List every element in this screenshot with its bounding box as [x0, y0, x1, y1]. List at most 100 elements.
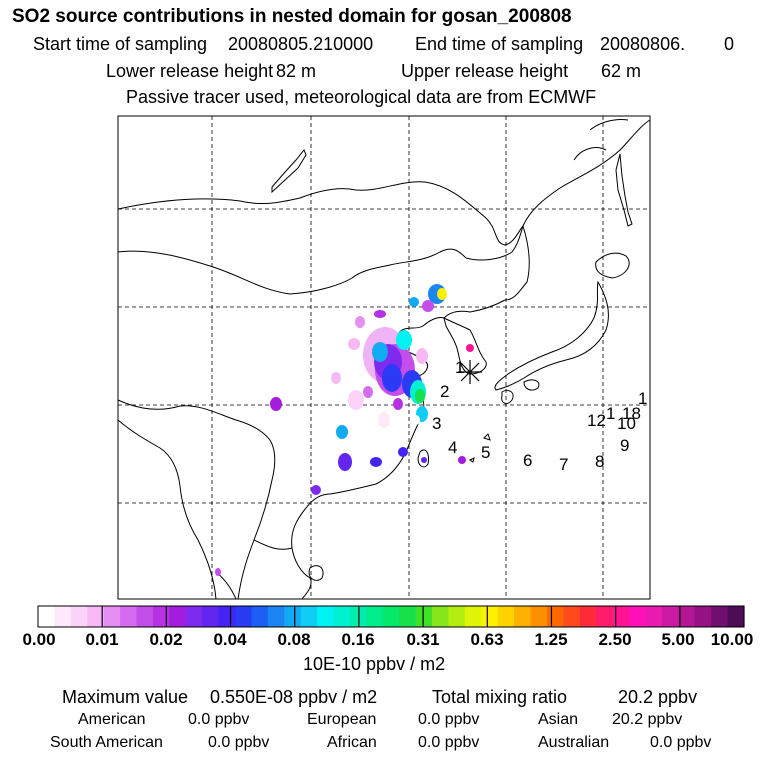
traj-label-3: 3 [432, 414, 441, 433]
region-african-value: 0.0 ppbv [418, 734, 480, 751]
color-swatch [284, 606, 302, 627]
region-african-label: African [327, 734, 377, 751]
plume-cell [412, 415, 420, 425]
scale-tick-3: 0.04 [213, 630, 247, 649]
plume-cell [374, 310, 386, 318]
plume-cell [372, 342, 388, 362]
color-swatch [333, 606, 351, 627]
traj-label-7: 7 [559, 455, 568, 474]
color-swatch [448, 606, 466, 627]
total-mixing-label: Total mixing ratio [432, 687, 568, 707]
plume-cell [348, 390, 364, 410]
receptor-asterisk-icon [458, 360, 482, 384]
color-swatch [399, 606, 417, 627]
color-swatch [70, 606, 88, 627]
plume-cell [355, 316, 365, 328]
traj-label-18: 18 [622, 404, 641, 423]
max-value-label: Maximum value [62, 687, 189, 707]
region-south-american-label: South American [50, 734, 163, 751]
color-swatch [38, 606, 56, 627]
color-swatch [169, 606, 187, 627]
region-american-value: 0.0 ppbv [188, 711, 250, 728]
plume-cell [396, 330, 412, 350]
color-swatch [382, 606, 400, 627]
plume-cell [409, 297, 419, 307]
traj-label-1: 1 [455, 358, 464, 377]
plume-cell [458, 456, 466, 464]
info-line: Passive tracer used, meteorological data… [126, 87, 597, 107]
start-time-label: Start time of sampling [33, 34, 208, 54]
color-swatch [415, 606, 433, 627]
plume-cell [348, 338, 360, 350]
scale-tick-0: 0.00 [22, 630, 56, 649]
color-scale-frame [37, 605, 745, 628]
plume-cell [215, 568, 221, 576]
traj-label-5: 5 [481, 443, 490, 462]
color-swatch [645, 606, 663, 627]
traj-label-4: 4 [448, 438, 457, 457]
color-swatch [152, 606, 170, 627]
total-mixing-value: 20.2 ppbv [618, 687, 698, 707]
region-asian-label: Asian [538, 711, 579, 728]
trajectory-labels: 1 2 3 4 5 6 7 8 9 10 12 18 1 1 [432, 358, 647, 474]
color-swatch [464, 606, 482, 627]
plume-cell [331, 372, 341, 384]
region-south-american-value: 0.0 ppbv [208, 734, 270, 751]
plume-cell [422, 300, 434, 312]
color-swatch [563, 606, 581, 627]
color-swatch [185, 606, 203, 627]
color-swatch [251, 606, 269, 627]
color-swatch [481, 606, 499, 627]
region-american-label: American [78, 711, 146, 728]
color-swatch [678, 606, 696, 627]
traj-label-9: 9 [620, 436, 629, 455]
plume-cell [416, 348, 428, 364]
plume-cell [363, 386, 373, 398]
end-time-suffix: 0 [724, 34, 735, 54]
traj-label-1b: 1 [638, 389, 647, 408]
scale-tick-8: 1.25 [534, 630, 568, 649]
region-european-value: 0.0 ppbv [418, 711, 480, 728]
color-swatch [202, 606, 220, 627]
traj-label-1c: 1 [606, 404, 615, 423]
plume-cell [421, 457, 427, 463]
color-swatch [317, 606, 335, 627]
lower-height-value: 82 m [276, 61, 317, 81]
plume-cell [338, 453, 352, 471]
color-swatch [629, 606, 647, 627]
color-swatch [497, 606, 515, 627]
upper-height-label: Upper release height [401, 61, 569, 81]
coastlines [117, 119, 651, 600]
color-swatch [579, 606, 597, 627]
end-time-value: 20080806. [600, 34, 686, 54]
traj-label-12: 12 [587, 411, 606, 430]
traj-label-2: 2 [440, 382, 449, 401]
lower-height-label: Lower release height [106, 61, 274, 81]
scale-tick-4: 0.08 [277, 630, 311, 649]
color-swatch [218, 606, 236, 627]
scale-unit-label: 10E-10 ppbv / m2 [303, 654, 446, 674]
plume-cell [336, 425, 348, 439]
plume-cell [270, 397, 282, 411]
region-australian-value: 0.0 ppbv [650, 734, 712, 751]
color-swatch [54, 606, 72, 627]
scale-tick-6: 0.31 [406, 630, 440, 649]
color-swatch [87, 606, 105, 627]
scale-tick-2: 0.02 [149, 630, 183, 649]
concentration-plume [215, 284, 474, 576]
plume-cell [466, 344, 474, 352]
region-asian-value: 20.2 ppbv [612, 711, 683, 728]
map-title: SO2 source contributions in nested domai… [12, 6, 572, 27]
color-swatch [235, 606, 253, 627]
max-value: 0.550E-08 ppbv / m2 [210, 687, 378, 707]
plume-cell [437, 288, 447, 300]
color-swatch [432, 606, 450, 627]
color-swatch [612, 606, 630, 627]
scale-tick-1: 0.01 [85, 630, 119, 649]
color-swatch [596, 606, 614, 627]
plume-cell [393, 398, 403, 410]
traj-label-6: 6 [523, 451, 532, 470]
color-swatch [514, 606, 532, 627]
color-swatch [366, 606, 384, 627]
